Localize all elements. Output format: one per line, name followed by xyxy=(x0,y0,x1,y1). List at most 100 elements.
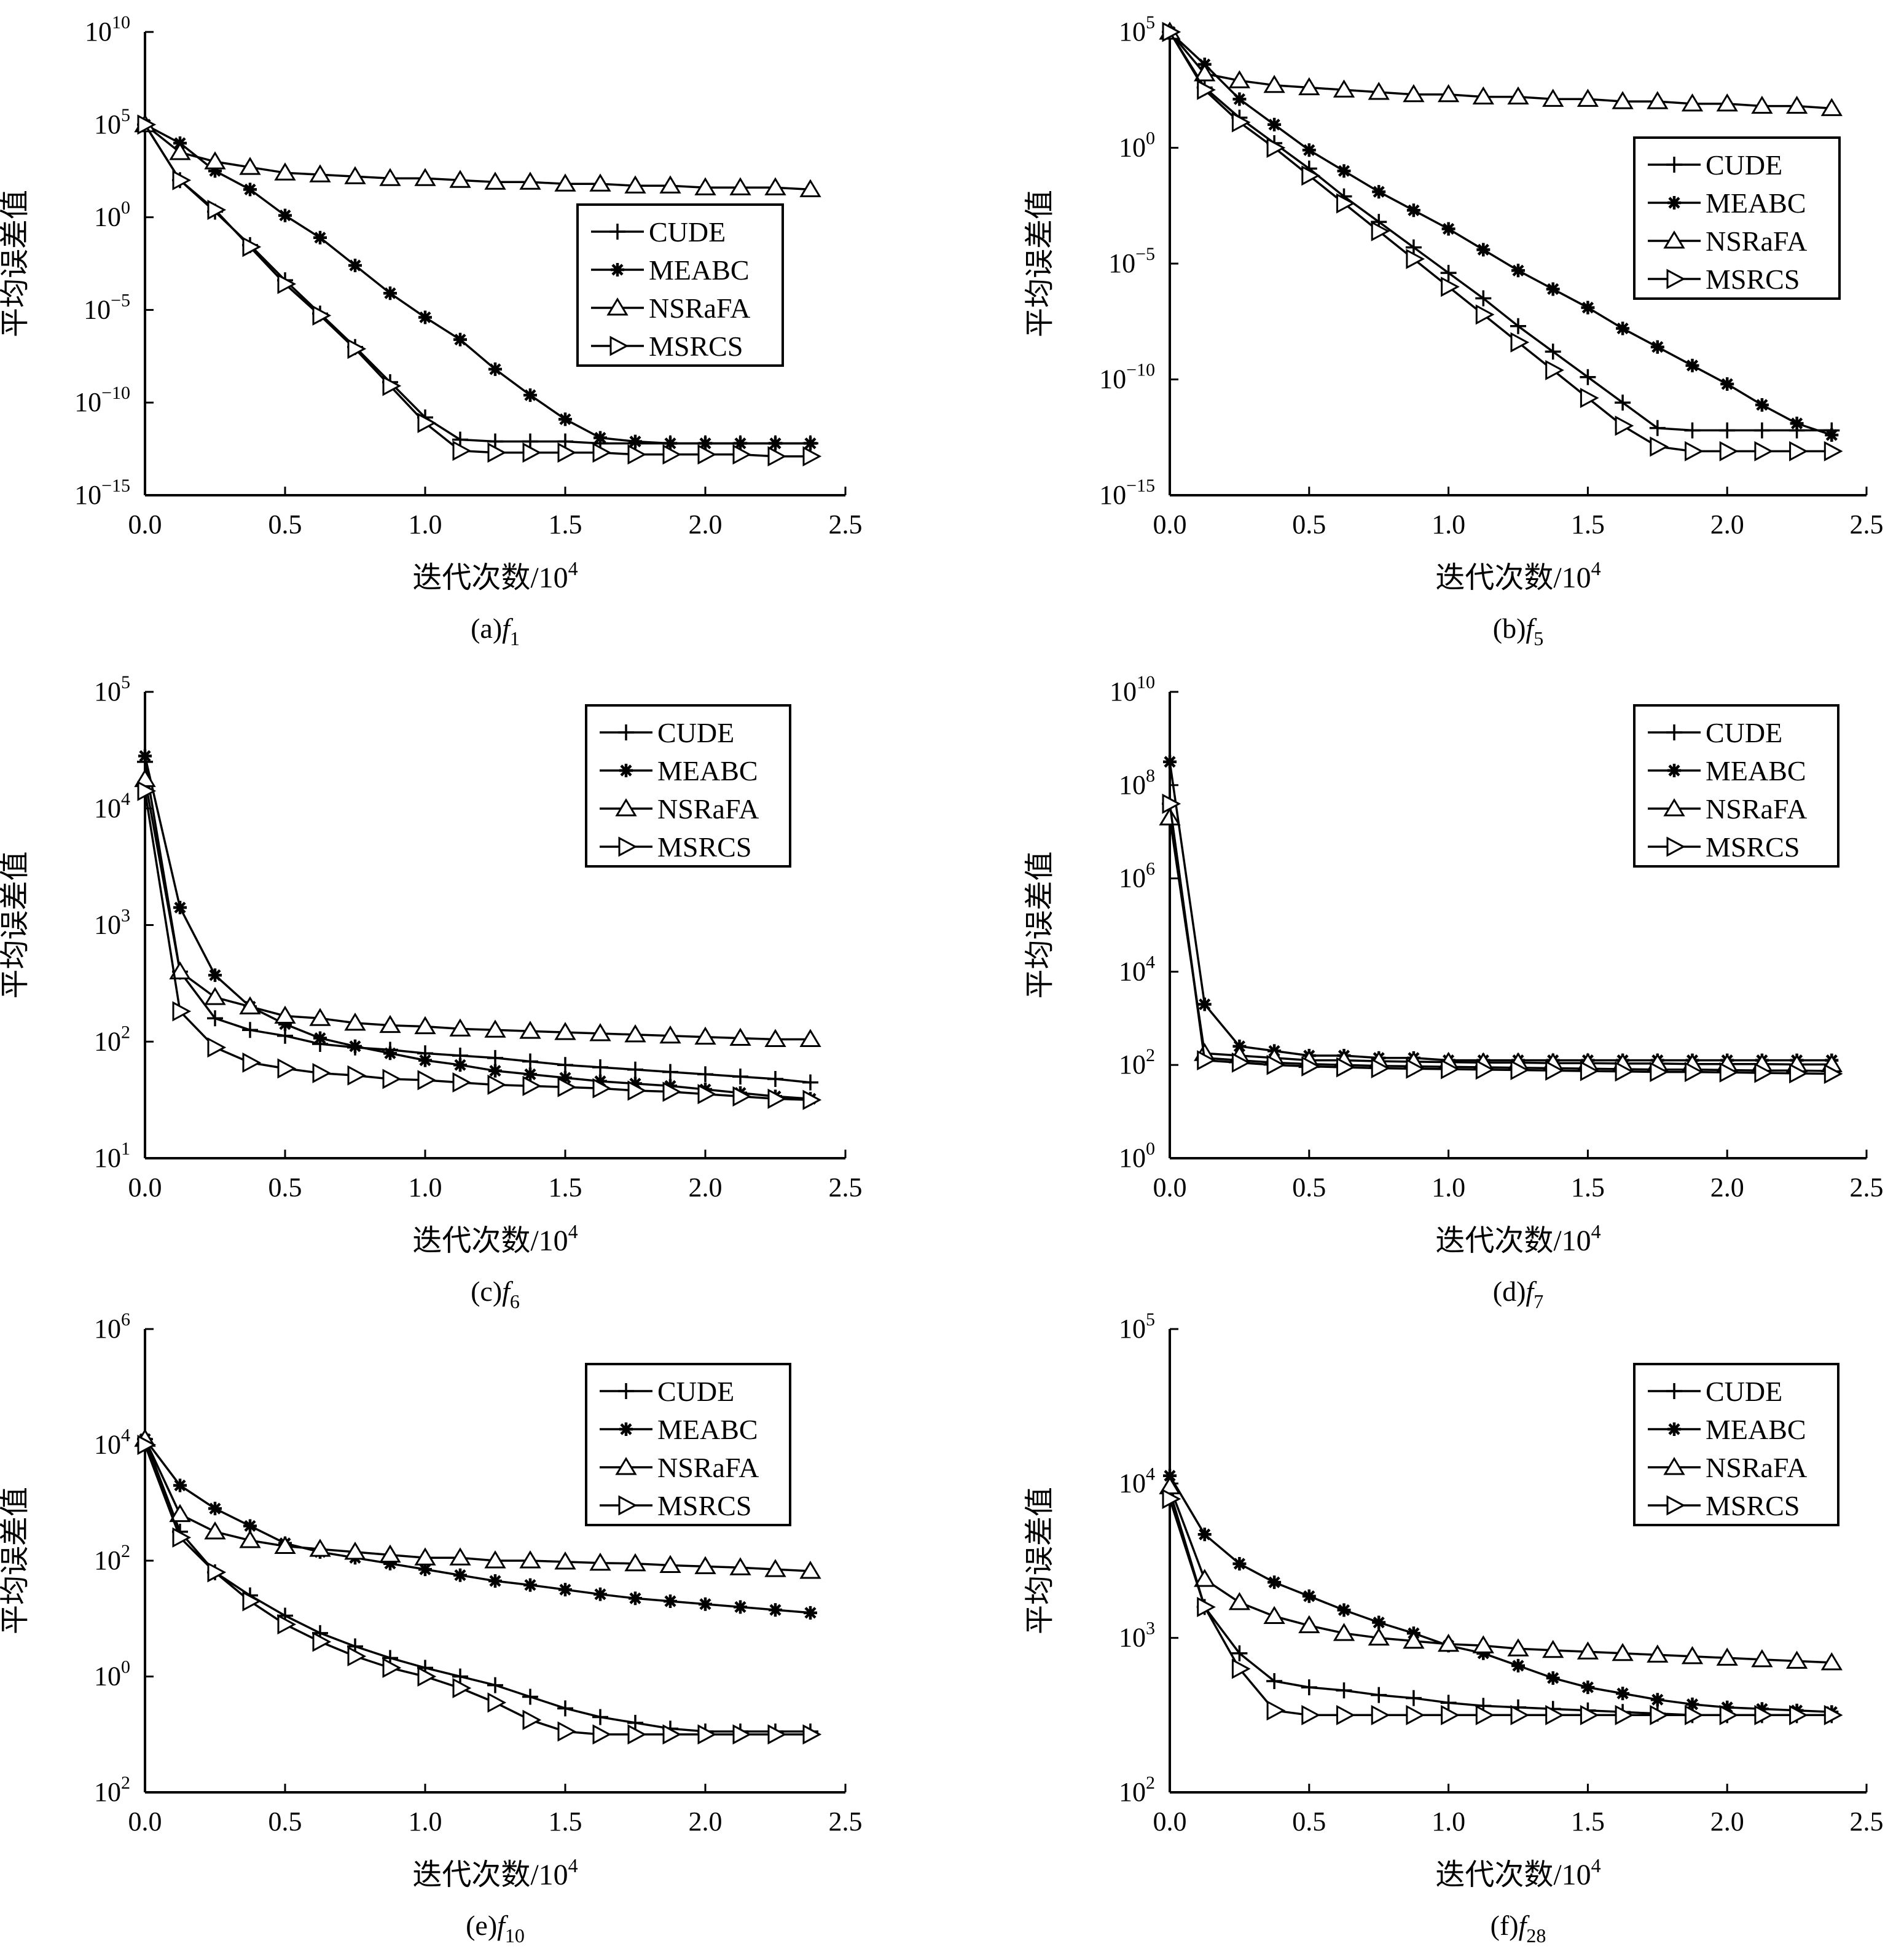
x-tick-label: 2.5 xyxy=(829,509,863,539)
y-tick-exponent: 5 xyxy=(1146,1309,1155,1330)
data-point-meabc xyxy=(1163,755,1177,769)
data-point-cude xyxy=(1371,1687,1387,1703)
data-point-meabc xyxy=(523,388,537,402)
data-point-nsrafa xyxy=(1612,1642,1634,1661)
data-point-msrcs xyxy=(1719,441,1739,461)
data-point-cude xyxy=(732,1069,748,1085)
data-point-nsrafa xyxy=(484,1550,506,1569)
data-point-msrcs xyxy=(1266,137,1286,159)
x-tick-label: 2.5 xyxy=(1850,509,1884,539)
data-point-nsrafa xyxy=(554,173,576,192)
legend-marker-msrcs xyxy=(1666,269,1686,289)
y-axis-label: 平均误差值 xyxy=(0,1487,31,1634)
data-point-meabc xyxy=(1755,1702,1769,1716)
data-point-meabc xyxy=(1302,143,1316,157)
data-point-nsrafa xyxy=(414,168,436,186)
y-tick-label: 1010 xyxy=(1110,672,1155,707)
data-point-msrcs xyxy=(312,305,332,326)
data-point-msrcs xyxy=(1301,1704,1320,1725)
data-point-msrcs xyxy=(172,1001,192,1022)
data-point-meabc xyxy=(418,310,432,324)
y-tick-label: 102 xyxy=(1119,1045,1155,1080)
y-tick-exponent: −5 xyxy=(1135,244,1155,264)
data-point-msrcs xyxy=(1406,1058,1425,1079)
data-point-nsrafa xyxy=(1333,1623,1355,1641)
x-tick-label: 2.0 xyxy=(689,1172,723,1202)
data-point-msrcs xyxy=(1336,193,1355,214)
data-point-cude xyxy=(697,1066,713,1083)
legend-label-msrcs: MSRCS xyxy=(657,831,751,863)
data-point-msrcs xyxy=(452,1072,472,1093)
data-point-msrcs xyxy=(592,1724,612,1745)
caption-subscript: 6 xyxy=(510,1290,520,1312)
caption-label: (f) xyxy=(1491,1910,1519,1941)
x-axis-label: 迭代次数/104 xyxy=(1435,557,1600,594)
data-point-meabc xyxy=(699,1597,712,1611)
y-tick-label: 102 xyxy=(94,1773,130,1807)
caption-label: (b) xyxy=(1493,613,1526,644)
data-point-meabc xyxy=(173,901,187,915)
x-tick-label: 2.5 xyxy=(829,1806,863,1837)
data-point-nsrafa xyxy=(589,1552,611,1571)
y-tick-exponent: 4 xyxy=(1146,1464,1155,1484)
legend-marker-nsrafa xyxy=(606,297,629,316)
data-point-msrcs xyxy=(767,1724,787,1745)
data-point-msrcs xyxy=(417,1666,437,1687)
y-tick-label: 105 xyxy=(94,105,130,139)
data-point-meabc xyxy=(1337,164,1351,178)
y-tick-label: 100 xyxy=(1119,128,1155,163)
legend-marker-msrcs xyxy=(618,1495,638,1516)
data-point-msrcs xyxy=(1441,276,1460,297)
data-point-msrcs xyxy=(1754,441,1774,461)
legend-marker-msrcs xyxy=(1666,836,1686,857)
data-point-msrcs xyxy=(242,1591,262,1612)
legend: CUDE MEABC NSRaFA MSRCS xyxy=(1633,704,1839,868)
data-point-meabc xyxy=(313,1031,327,1045)
y-tick-exponent: 3 xyxy=(1146,1618,1155,1639)
data-point-msrcs xyxy=(1545,1060,1564,1081)
series-line-nsrafa xyxy=(1169,31,1832,110)
data-point-nsrafa xyxy=(1820,1652,1843,1671)
data-point-msrcs xyxy=(1545,1704,1564,1725)
data-point-meabc xyxy=(629,1591,642,1606)
data-point-msrcs xyxy=(662,1081,682,1102)
data-point-nsrafa xyxy=(1507,86,1529,105)
data-point-meabc xyxy=(1302,1589,1316,1603)
data-point-nsrafa xyxy=(764,1029,786,1047)
data-point-nsrafa xyxy=(1263,1606,1285,1624)
legend-label-nsrafa: NSRaFA xyxy=(1706,1452,1807,1483)
legend-label-meabc: MEABC xyxy=(1706,755,1806,786)
data-point-msrcs xyxy=(207,200,227,221)
y-tick-base: 10 xyxy=(1119,1777,1146,1807)
legend-marker-meabc xyxy=(1667,1422,1681,1436)
data-point-nsrafa xyxy=(344,166,366,184)
data-point-msrcs xyxy=(1650,436,1669,457)
legend-marker-msrcs xyxy=(1666,1495,1686,1516)
data-point-msrcs xyxy=(417,1070,437,1091)
data-point-nsrafa xyxy=(309,1539,331,1557)
data-point-msrcs xyxy=(1719,1704,1739,1725)
data-point-meabc xyxy=(208,968,222,982)
data-point-meabc xyxy=(243,1519,257,1533)
x-tick-label: 2.0 xyxy=(1710,509,1744,539)
x-tick-label: 1.5 xyxy=(1571,1172,1605,1202)
legend: CUDE MEABC NSRaFA MSRCS xyxy=(1633,136,1841,300)
y-tick-base: 10 xyxy=(1119,1143,1146,1173)
data-point-msrcs xyxy=(277,1058,297,1079)
data-point-nsrafa xyxy=(1647,91,1669,109)
data-point-nsrafa xyxy=(449,170,471,188)
y-tick-label: 102 xyxy=(94,1541,130,1575)
data-point-msrcs xyxy=(1406,248,1425,269)
data-point-msrcs xyxy=(1789,1704,1808,1725)
y-tick-exponent: 5 xyxy=(1146,12,1155,33)
y-tick-base: 10 xyxy=(1099,364,1126,394)
x-tick-label: 0.5 xyxy=(268,509,302,539)
panel-caption: (b)f5 xyxy=(1493,613,1543,649)
data-point-msrcs xyxy=(592,1078,612,1099)
x-tick-label: 1.0 xyxy=(1432,1172,1465,1202)
data-point-nsrafa xyxy=(449,1547,471,1566)
legend-label-msrcs: MSRCS xyxy=(1706,831,1800,863)
y-tick-label: 10−5 xyxy=(1108,244,1155,278)
data-point-nsrafa xyxy=(729,1027,751,1046)
legend-marker-cude xyxy=(609,224,625,240)
